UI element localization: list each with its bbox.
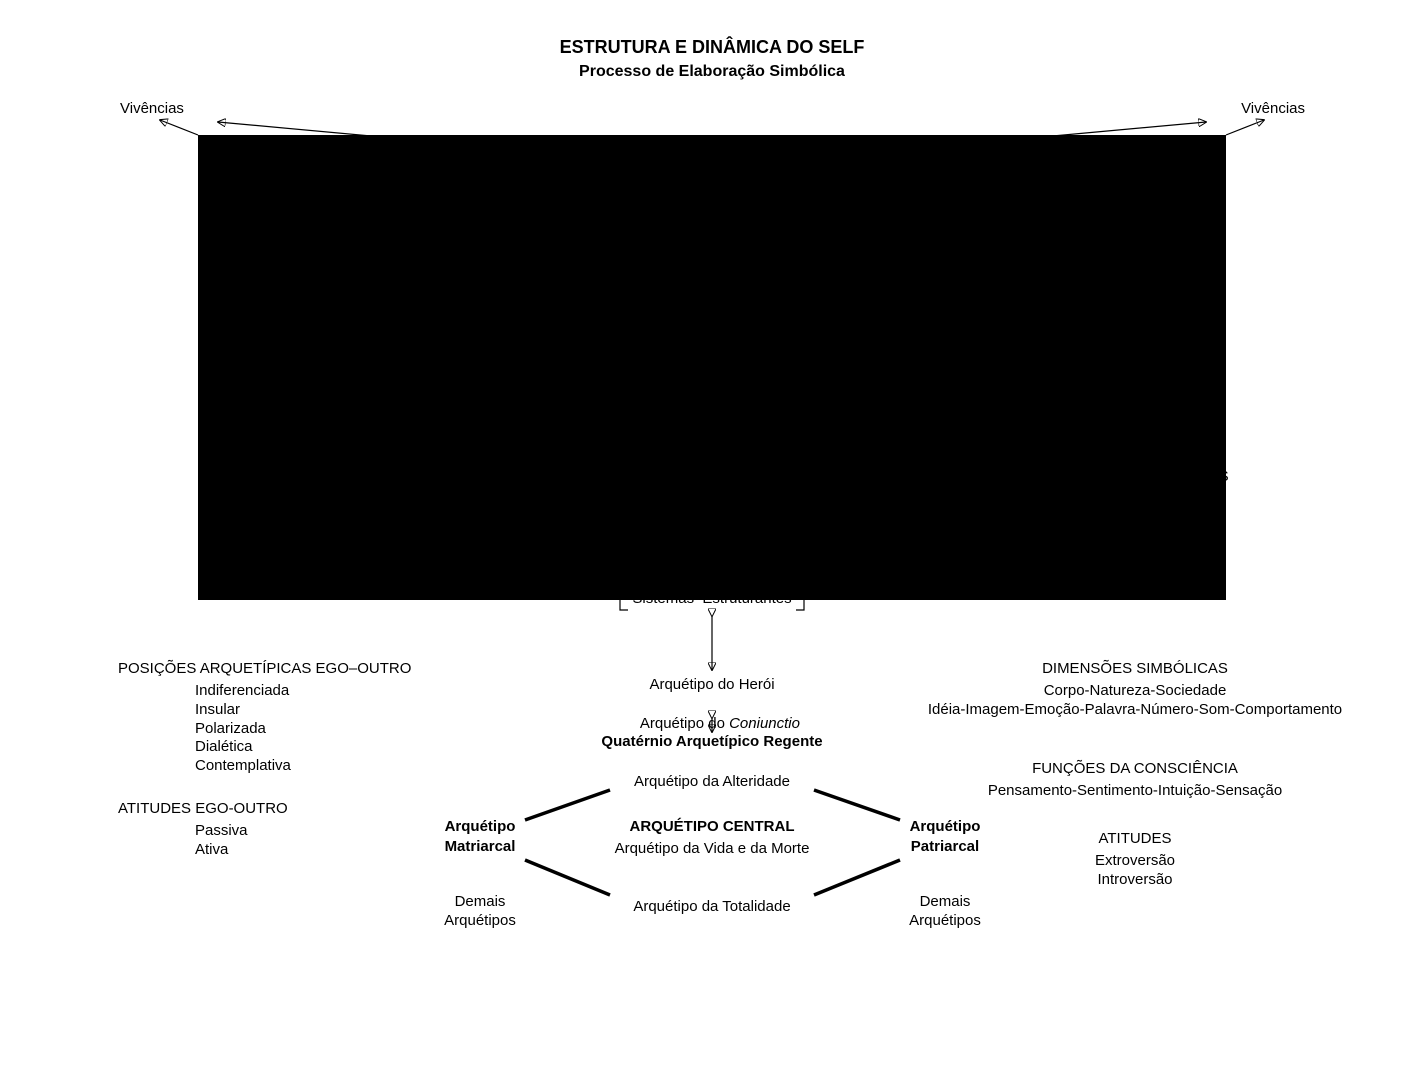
demais-left: Demais Arquétipos [444,893,516,931]
title-line2: Processo de Elaboração Simbólica [579,62,845,82]
introjecao-right: Introjeção [992,398,1058,417]
vivencias-left: Vivências [120,100,184,119]
ego-right: EGO [1008,328,1041,347]
funcoes-consc-title: FUNÇÕES DA CONSCIÊNCIA [1032,760,1238,779]
sombra-label: SOMBRA [1042,208,1107,227]
funcoes-normais: FUNÇÕES ESTRUTURANTES NORMAIS [208,468,491,487]
func-etica: Função Ética [668,456,756,475]
patriarcal-l1: Arquétipo [910,818,981,837]
persona-defensiva: Persona Defensiva [1012,233,1139,252]
struct-box-l1: Símbolos Estruturantes [634,550,790,569]
persona-criativa: Persona Criativa [292,233,407,252]
fixacoes: Fixações [1045,488,1105,507]
introjecao-left: Introjeção [267,398,333,417]
posicoes-title: POSIÇÕES ARQUETÍPICAS EGO–OUTRO [118,660,411,679]
projecao-right: Projeção [1095,398,1154,417]
matriarcal-l1: Arquétipo [445,818,516,837]
atitudes-ego-items: Passiva Ativa [195,822,248,860]
dom-consciente: dominantemente Consciente [544,233,656,271]
quaternio: Quatérnio Arquetípico Regente [601,733,822,752]
vivencias-right: Vivências [1241,100,1305,119]
compulsao: Compulsão de Repetição [991,508,1159,527]
dimensoes-title: DIMENSÕES SIMBÓLICAS [1042,660,1228,679]
outro-right: OUTRO [1098,328,1152,347]
projecao-left: Projeção [368,398,427,417]
supraconsciencia: SUPRACONSCIÊNCIA [623,148,802,169]
coniunctio-italic: Coniunctio [729,715,800,732]
func-amor: Funções Estruturantes do Amor e do Poder [568,496,857,515]
demais-right: Demais Arquétipos [909,893,981,931]
func-estet: Função Estética [658,476,766,495]
arquetipo-central-title: ARQUÉTIPO CENTRAL [630,818,795,837]
atitudes-title: ATITUDES [1098,830,1171,849]
alteridade: Arquétipo da Alteridade [634,773,790,792]
arquetipo-central-sub: Arquétipo da Vida e da Morte [615,840,810,859]
consciencia-label: CONSCIÊNCIA [298,208,402,227]
coniunctio-prefix: Arquétipo do [640,715,729,732]
atitudes-ego-title: ATITUDES EGO-OUTRO [118,800,288,819]
struct-box-l2: Funções Estruturantes [634,570,789,589]
dom-inconsciente: dominantemente Inconsciente [774,233,886,271]
eixo-simbolico: Eixo Simbólico [658,208,766,227]
struct-box-l3: Sistemas Estruturantes [632,590,791,609]
outro-left: OUTRO [371,328,425,347]
func-aval: Função Avaliadora [650,436,774,455]
atitudes-items: Extroversão Introversão [1095,852,1175,890]
diagram-stage: ESTRUTURA E DINÂMICA DO SELF Processo de… [0,0,1425,1078]
title-line1: ESTRUTURA E DINÂMICA DO SELF [560,36,865,59]
totalidade: Arquétipo da Totalidade [633,898,790,917]
dimensoes-items: Corpo-Natureza-Sociedade Idéia-Imagem-Em… [928,682,1342,720]
funcoes-consc-items: Pensamento-Sentimento-Intuição-Sensação [988,782,1282,801]
arq-heroi: Arquétipo do Herói [649,676,774,695]
posicoes-items: Indiferenciada Insular Polarizada Dialét… [195,682,291,776]
matriarcal-l2: Matriarcal [445,838,516,857]
func-transc: Função Transcendente da Imaginação [584,396,840,415]
patriarcal-l2: Patriarcal [911,838,979,857]
funcoes-defensivas: FUNÇÕES ESTRUTURANTES DEFENSIVAS [921,468,1228,487]
func-sacrif: Função Sacrificial [653,416,771,435]
ego-left: EGO [283,328,316,347]
